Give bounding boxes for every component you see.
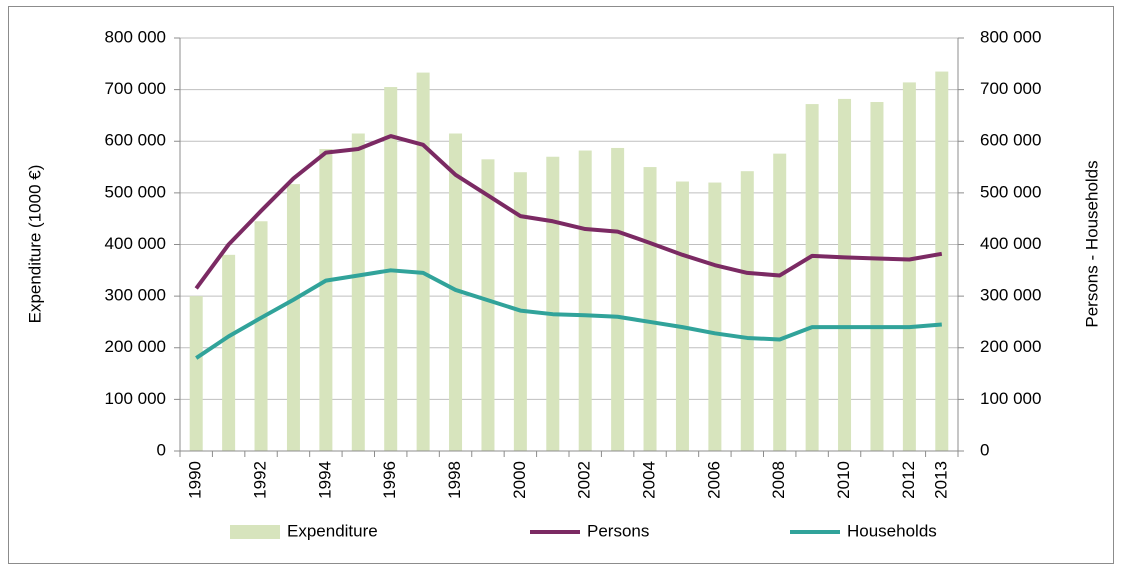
y-tick-label: 0 bbox=[157, 440, 166, 459]
bar bbox=[351, 133, 365, 451]
y2-tick-label: 300 000 bbox=[980, 286, 1041, 305]
bar bbox=[675, 181, 689, 451]
y2-tick-label: 400 000 bbox=[980, 234, 1041, 253]
y-tick-label: 200 000 bbox=[105, 337, 166, 356]
x-tick-label: 1992 bbox=[251, 461, 270, 499]
line-series bbox=[194, 134, 943, 290]
x-tick-label: 2006 bbox=[704, 461, 723, 499]
x-tick-label: 1996 bbox=[380, 461, 399, 499]
bar bbox=[708, 182, 722, 452]
y2-tick-label: 500 000 bbox=[980, 182, 1041, 201]
legend-swatch bbox=[230, 525, 280, 539]
bar bbox=[935, 71, 949, 452]
y-tick-label: 100 000 bbox=[105, 389, 166, 408]
y-tick-label: 400 000 bbox=[105, 234, 166, 253]
x-tick-label: 1990 bbox=[186, 461, 205, 499]
bar bbox=[805, 104, 819, 451]
x-tick-label: 1994 bbox=[315, 461, 334, 499]
y-tick-label: 700 000 bbox=[105, 79, 166, 98]
x-tick-label: 1998 bbox=[445, 461, 464, 499]
legend-label: Expenditure bbox=[287, 521, 378, 540]
y2-axis-title: Persons - Households bbox=[1082, 160, 1101, 327]
x-tick-label: 2013 bbox=[931, 461, 950, 499]
bar bbox=[449, 133, 463, 451]
x-tick-label: 2002 bbox=[575, 461, 594, 499]
bar bbox=[254, 221, 268, 451]
bar bbox=[286, 184, 300, 451]
y-axis-title: Expenditure (1000 €) bbox=[25, 165, 44, 324]
y2-tick-label: 600 000 bbox=[980, 131, 1041, 150]
x-tick-label: 2012 bbox=[899, 461, 918, 499]
y2-tick-label: 800 000 bbox=[980, 27, 1041, 46]
bar bbox=[838, 98, 852, 451]
bar bbox=[319, 148, 333, 451]
bar bbox=[578, 150, 592, 452]
bar bbox=[222, 254, 236, 451]
y2-tick-label: 0 bbox=[980, 440, 989, 459]
y2-tick-label: 700 000 bbox=[980, 79, 1041, 98]
bar bbox=[481, 159, 495, 451]
x-tick-label: 2008 bbox=[769, 461, 788, 499]
bar bbox=[902, 82, 916, 452]
y2-tick-label: 100 000 bbox=[980, 389, 1041, 408]
y2-tick-label: 200 000 bbox=[980, 337, 1041, 356]
y-tick-label: 800 000 bbox=[105, 27, 166, 46]
y-tick-label: 500 000 bbox=[105, 182, 166, 201]
y-tick-label: 300 000 bbox=[105, 286, 166, 305]
y-tick-label: 600 000 bbox=[105, 131, 166, 150]
x-tick-label: 2000 bbox=[510, 461, 529, 499]
x-tick-label: 2010 bbox=[834, 461, 853, 499]
bar bbox=[611, 147, 625, 451]
bar bbox=[546, 156, 560, 452]
legend-label: Households bbox=[847, 521, 937, 540]
bar bbox=[870, 102, 884, 451]
bar bbox=[740, 171, 754, 451]
x-tick-label: 2004 bbox=[640, 461, 659, 499]
bar bbox=[189, 296, 203, 451]
bar bbox=[773, 153, 787, 451]
bar bbox=[416, 72, 430, 452]
bar bbox=[643, 167, 657, 451]
line-series bbox=[195, 268, 942, 360]
chart-border bbox=[8, 6, 1114, 564]
legend-label: Persons bbox=[587, 521, 649, 540]
